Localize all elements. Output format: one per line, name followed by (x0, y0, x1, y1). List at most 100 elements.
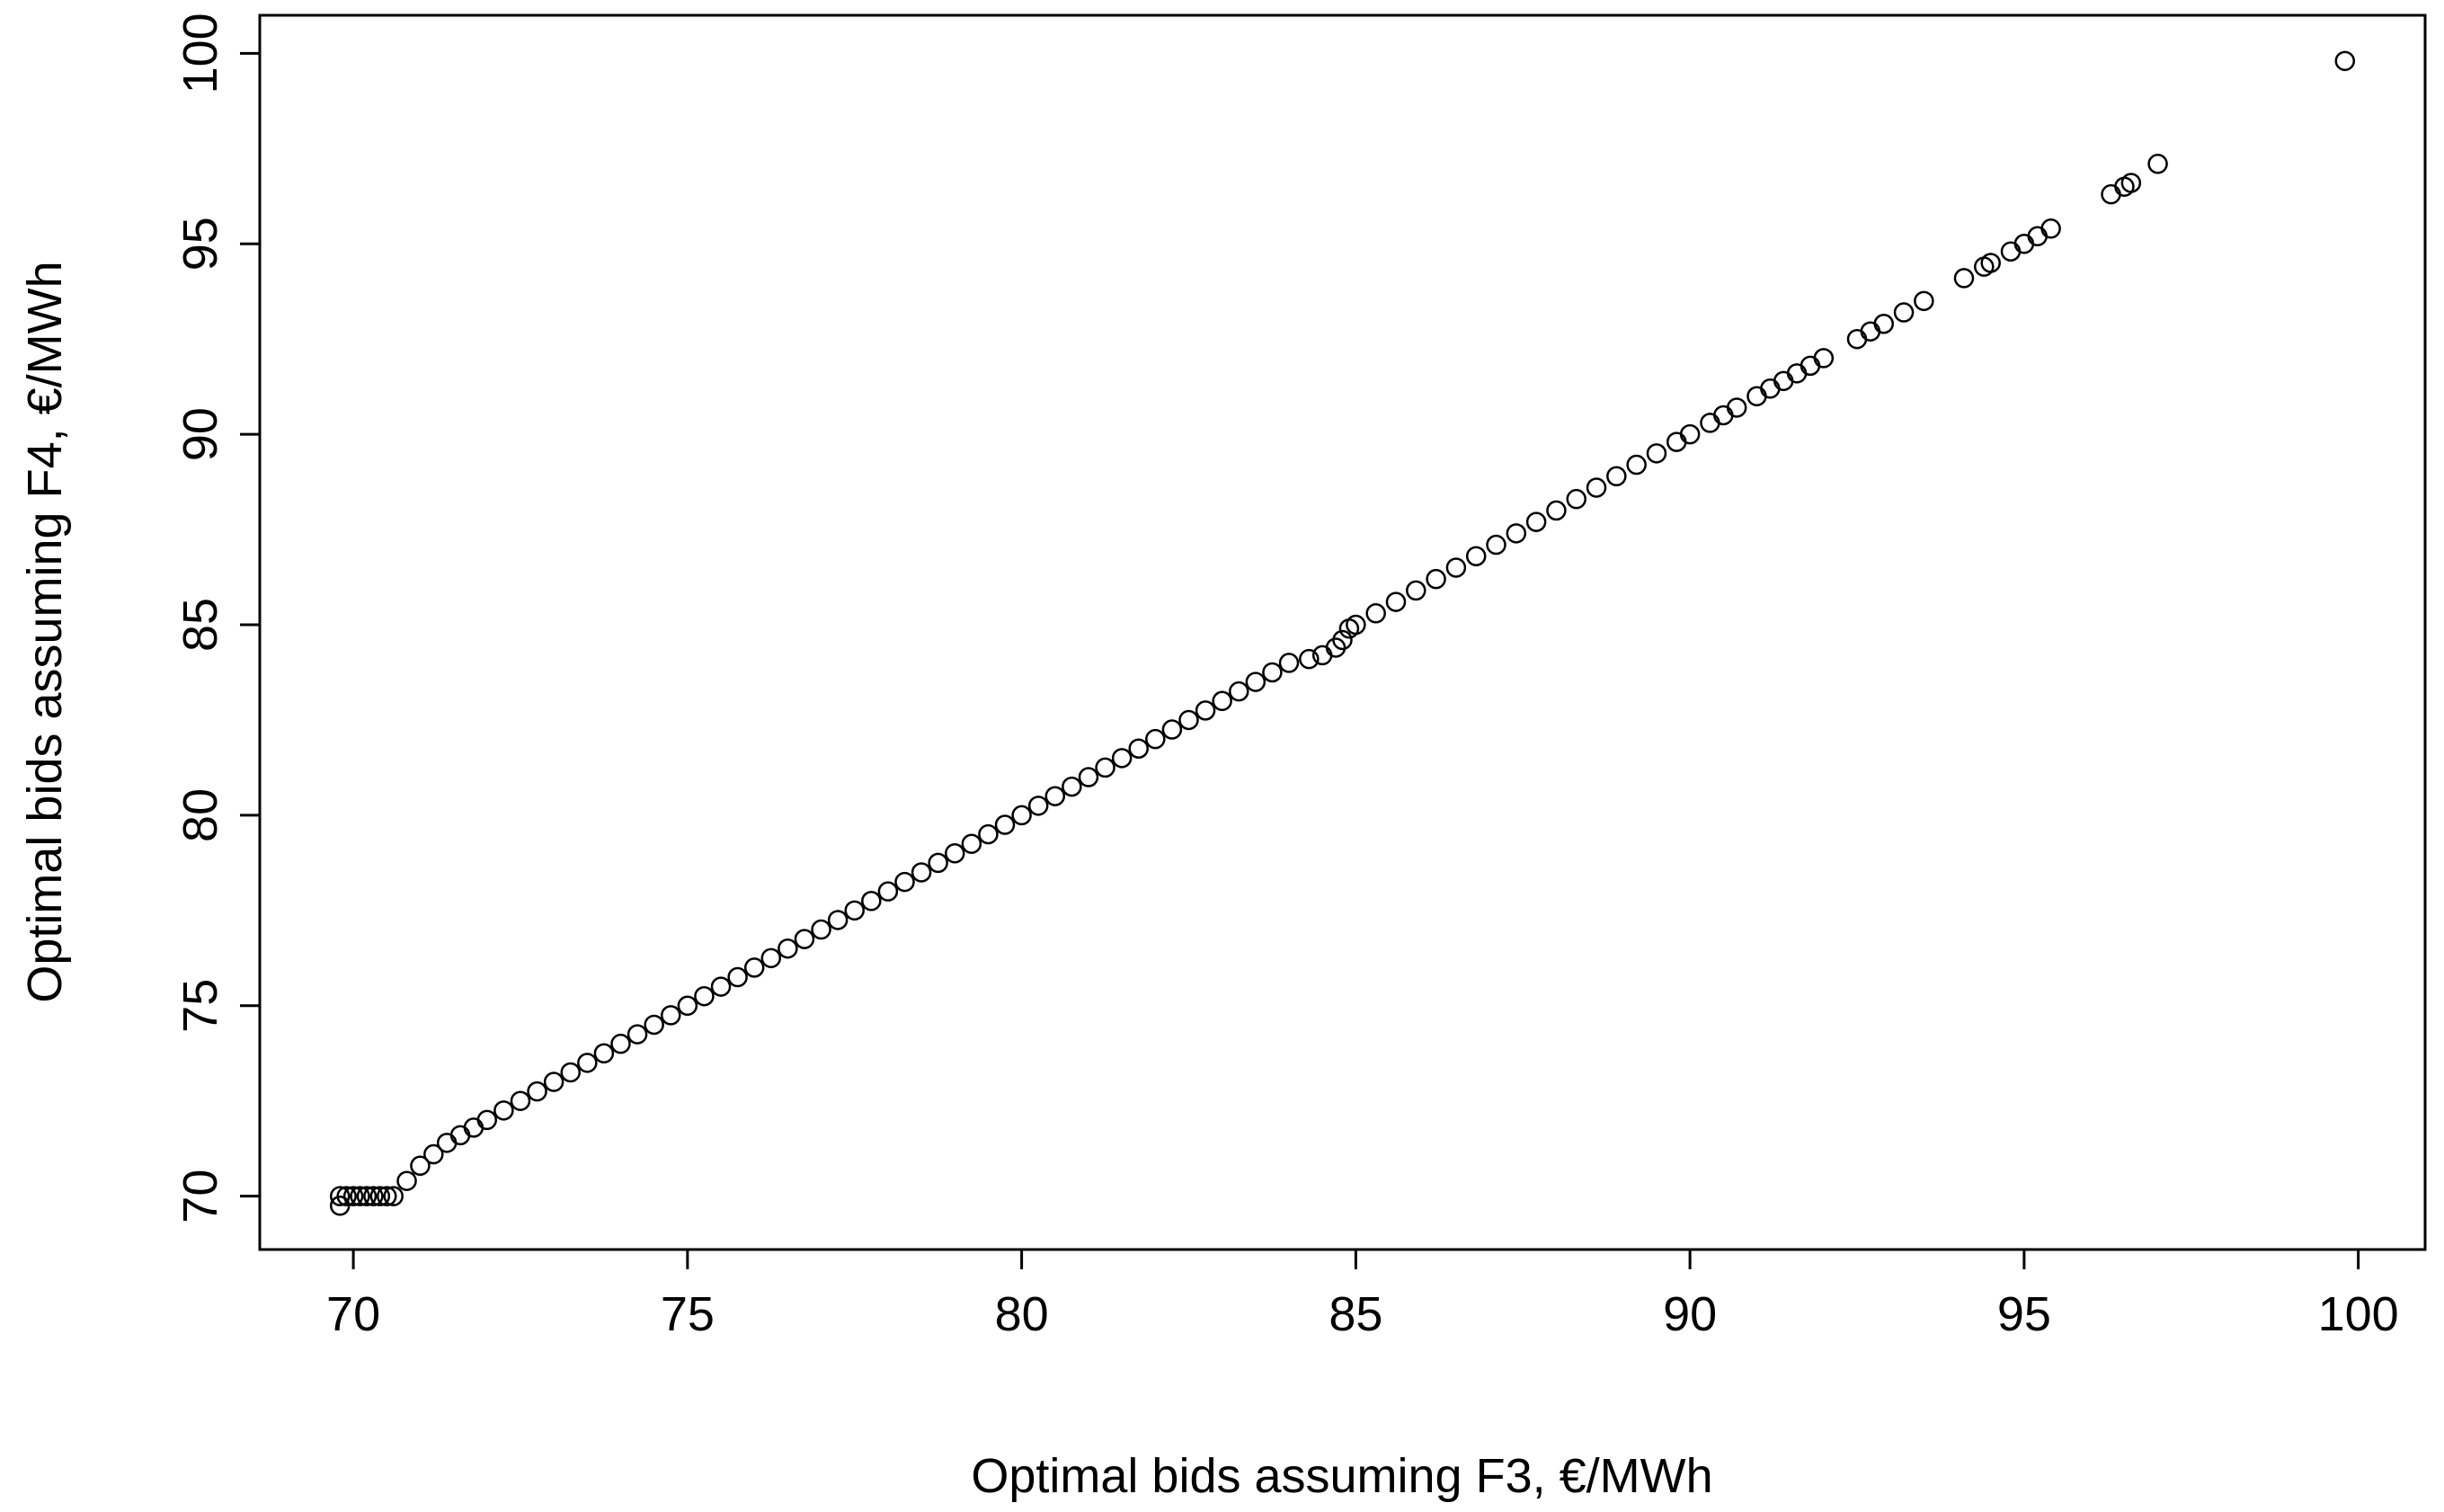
point (1760, 378, 1781, 399)
x-tick-label: 70 (326, 1287, 380, 1341)
point (1245, 672, 1266, 692)
point (1332, 629, 1353, 651)
point (1980, 253, 2001, 273)
point (644, 1014, 664, 1036)
x-tick-label: 80 (995, 1287, 1049, 1341)
point (1095, 757, 1115, 778)
point (610, 1033, 631, 1054)
point (493, 1100, 514, 1121)
y-tick-label: 75 (173, 979, 227, 1033)
x-axis-label: Optimal bids assuming F3, €/MWh (971, 1449, 1712, 1503)
point (2040, 218, 2061, 239)
point (1773, 370, 1794, 392)
point (543, 1072, 564, 1092)
point (329, 1186, 351, 1206)
point (1679, 423, 1701, 445)
point (2013, 234, 2035, 254)
point (1873, 314, 1894, 334)
point (1128, 738, 1149, 759)
point (1426, 568, 1446, 590)
point (627, 1024, 648, 1045)
point (1385, 591, 1407, 612)
point (1365, 603, 1386, 624)
point (377, 1186, 397, 1206)
point (1299, 648, 1320, 670)
point (1078, 767, 1099, 787)
x-tick-label: 100 (2318, 1287, 2399, 1341)
point (811, 919, 831, 940)
point (1846, 328, 1868, 350)
point (1726, 397, 1747, 418)
point (994, 814, 1016, 835)
point (1229, 680, 1249, 702)
point (1212, 690, 1232, 712)
point (760, 947, 782, 969)
point (710, 976, 732, 997)
point (1646, 443, 1667, 464)
point (593, 1043, 615, 1064)
point (577, 1053, 598, 1073)
point (369, 1186, 391, 1206)
x-tick-label: 90 (1663, 1287, 1717, 1341)
point (844, 900, 865, 921)
point (928, 852, 948, 874)
point (363, 1186, 384, 1206)
point (1914, 290, 1934, 312)
point (476, 1109, 498, 1131)
point (661, 1005, 681, 1026)
point (1953, 268, 1975, 289)
point (894, 871, 915, 893)
y-tick-label: 80 (173, 788, 227, 842)
point (1195, 700, 1216, 721)
point (961, 833, 982, 854)
point (1860, 321, 1881, 342)
point (463, 1117, 484, 1138)
point (350, 1186, 370, 1206)
point (560, 1062, 581, 1083)
point (2000, 241, 2022, 262)
point (1486, 534, 1506, 556)
point (1278, 653, 1300, 673)
point (423, 1143, 444, 1165)
point (911, 862, 932, 883)
point (527, 1081, 547, 1102)
point (2120, 173, 2142, 193)
point (743, 957, 765, 978)
point (510, 1090, 531, 1111)
plot-frame (258, 13, 2427, 1251)
point (1011, 805, 1032, 826)
point (410, 1155, 431, 1177)
point (1145, 728, 1166, 750)
point (1027, 796, 1049, 816)
point (978, 823, 999, 845)
point (1506, 523, 1527, 544)
point (1465, 546, 1487, 566)
point (1746, 386, 1767, 407)
y-tick-label: 70 (173, 1170, 227, 1223)
point (677, 995, 698, 1017)
point (1161, 719, 1183, 740)
point (1566, 488, 1586, 510)
point (1445, 557, 1467, 578)
point (356, 1186, 378, 1206)
point (1813, 348, 1835, 369)
point (1406, 580, 1426, 601)
point (727, 966, 748, 988)
point (1700, 413, 1720, 433)
point (1111, 748, 1133, 769)
point (794, 929, 815, 949)
point (1346, 614, 1366, 636)
point (1546, 500, 1567, 521)
point (396, 1170, 417, 1191)
y-tick-label: 95 (173, 217, 227, 271)
y-axis-label: Optimal bids assuming F4, €/MWh (18, 261, 72, 1002)
x-tick-label: 95 (1997, 1287, 2051, 1341)
point (1626, 454, 1647, 476)
point (1586, 477, 1607, 498)
point (2101, 183, 2121, 205)
y-tick-label: 100 (173, 13, 227, 93)
point (945, 843, 965, 864)
point (336, 1186, 357, 1206)
point (861, 891, 882, 912)
